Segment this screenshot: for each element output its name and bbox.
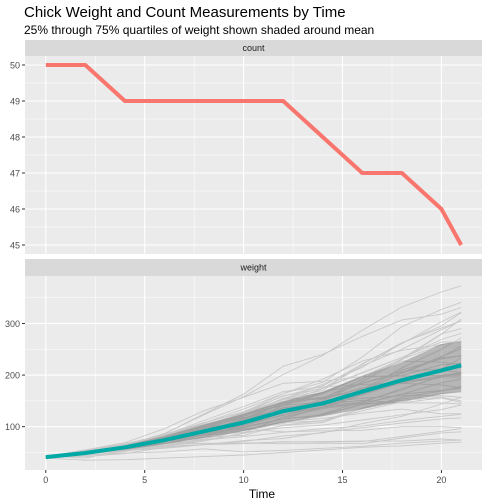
chick-weight-line [45,417,462,458]
chart-subtitle: 25% through 75% quartiles of weight show… [24,23,374,37]
count-line [45,63,463,246]
chick-weight-line [45,355,462,459]
chick-weight-line [45,439,462,458]
y-tick-label: 46 [10,205,20,215]
count-strip [25,40,482,56]
y-tick-label: 100 [5,422,20,432]
y-tick-label: 50 [10,61,20,71]
weight-series [45,285,462,461]
weight-y-axis: 100 200 300 [5,319,25,432]
x-tick-label: 0 [43,475,48,485]
weight-panel: weight 100 200 300 [5,259,482,470]
weight-strip-label: weight [239,263,267,273]
count-strip-label: count [242,43,265,53]
y-tick-label: 49 [10,97,20,107]
mean-weight-line [45,363,462,460]
x-axis-label: Time [249,487,276,501]
x-tick-label: 20 [436,475,446,485]
chick-weight-line [45,441,462,461]
x-tick-label: 15 [338,475,348,485]
y-tick-label: 45 [10,241,20,251]
y-tick-label: 200 [5,371,20,381]
chick-weight-line [45,413,462,458]
x-tick-label: 5 [142,475,147,485]
count-panel: count 45 46 47 48 49 50 [10,40,482,254]
count-y-axis: 45 46 47 48 49 50 [10,61,25,251]
quartile-band [45,341,462,458]
x-axis: 0 5 10 15 20 [43,470,446,485]
x-tick-label: 10 [239,475,249,485]
count-series [45,63,463,246]
weight-strip [25,259,482,276]
chick-weight-line [45,369,462,458]
y-tick-label: 47 [10,169,20,179]
y-tick-label: 48 [10,133,20,143]
chick-weight-line [45,341,462,458]
y-tick-label: 300 [5,319,20,329]
count-gridlines [25,56,482,254]
chart-title: Chick Weight and Count Measurements by T… [24,4,346,21]
chick-weight-line [45,374,462,458]
